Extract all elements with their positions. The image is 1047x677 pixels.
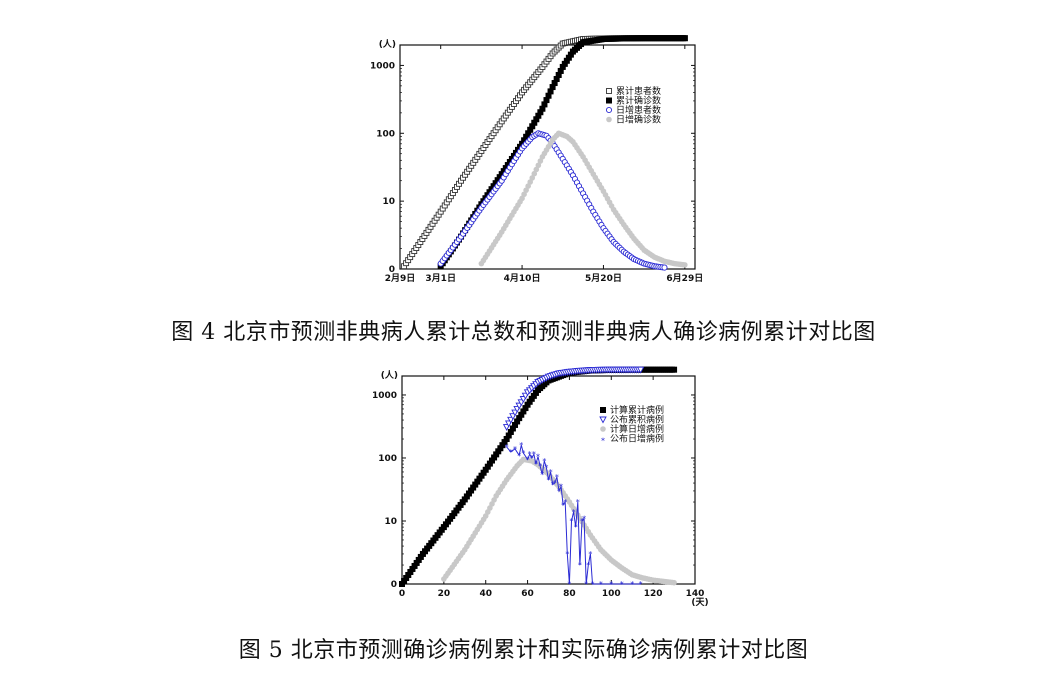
x-tick-label: 6月29日 bbox=[666, 273, 703, 284]
data-point bbox=[606, 107, 611, 112]
data-point bbox=[600, 426, 606, 432]
y-tick-label: 10 bbox=[382, 197, 395, 207]
data-point: * bbox=[609, 580, 613, 589]
x-tick-label: 2月9日 bbox=[385, 273, 416, 284]
plot-frame bbox=[400, 45, 695, 269]
y-unit-label: (人) bbox=[381, 369, 398, 381]
x-tick-label: 5月20日 bbox=[585, 273, 622, 284]
y-tick-label: 1000 bbox=[372, 391, 397, 401]
data-point bbox=[682, 35, 688, 41]
data-point: * bbox=[584, 580, 588, 589]
figure-5-caption: 图 5 北京市预测确诊病例累计和实际确诊病例累计对比图 bbox=[0, 632, 1047, 664]
data-point: * bbox=[567, 580, 571, 589]
data-point: * bbox=[555, 473, 559, 482]
data-point: * bbox=[599, 580, 603, 589]
data-point: * bbox=[586, 561, 590, 570]
legend-label: 计算累计病例 bbox=[610, 404, 664, 416]
data-point: * bbox=[578, 561, 582, 570]
data-point: * bbox=[574, 523, 578, 532]
figure-5: (人) 0 10 100 1000 0 20 40 60 80 100 120 140 (天) * * * * * *… bbox=[0, 355, 1047, 620]
data-point: * bbox=[590, 580, 594, 589]
data-point: * bbox=[588, 550, 592, 559]
x-tick-label: 0 bbox=[399, 589, 405, 599]
legend-label: 计算日增病例 bbox=[610, 423, 664, 435]
data-point: * bbox=[630, 580, 634, 589]
legend-label: 公布日增病例 bbox=[610, 433, 664, 445]
series-3 bbox=[438, 131, 667, 270]
data-point: * bbox=[549, 468, 553, 477]
legend-label: 公布累积病例 bbox=[610, 414, 664, 426]
x-tick-label: 4月10日 bbox=[504, 273, 541, 284]
series-3 bbox=[441, 457, 677, 586]
data-point: * bbox=[565, 550, 569, 559]
x-tick-label: 120 bbox=[644, 589, 663, 599]
series-1 bbox=[399, 367, 677, 587]
legend-label: 累计确诊数 bbox=[616, 95, 661, 107]
y-tick-label: 100 bbox=[376, 129, 395, 139]
data-point: * bbox=[559, 483, 563, 492]
data-point bbox=[671, 367, 677, 373]
data-point bbox=[606, 98, 612, 104]
data-point: * bbox=[639, 580, 643, 589]
legend-label: 日增确诊数 bbox=[616, 114, 661, 126]
legend-label: 累计患者数 bbox=[616, 85, 661, 97]
figure-4: (人) 0 10 100 1000 2月9日 3月1日 4月10日 5月20日 6月29日 累计患者… bbox=[0, 0, 1047, 300]
data-point: * bbox=[601, 437, 605, 446]
data-point: * bbox=[572, 508, 576, 517]
legend-label: 日增患者数 bbox=[616, 104, 661, 116]
y-tick-label: 1000 bbox=[370, 61, 395, 71]
y-unit-label: (人) bbox=[379, 38, 396, 50]
data-point bbox=[671, 580, 677, 586]
y-tick-label: 0 bbox=[391, 580, 397, 590]
x-unit-label: (天) bbox=[691, 597, 708, 608]
data-point bbox=[606, 117, 612, 123]
figure-4-chart: (人)01010010002月9日 3月1日 4月10日 5月20日 6月29日累计患者… bbox=[0, 0, 1047, 300]
y-tick-label: 10 bbox=[384, 517, 397, 527]
data-point bbox=[600, 407, 606, 413]
data-point: * bbox=[536, 453, 540, 462]
x-tick-label: 3月1日 bbox=[425, 273, 456, 284]
data-point bbox=[682, 262, 688, 268]
data-point: * bbox=[620, 580, 624, 589]
x-tick-label: 100 bbox=[602, 589, 621, 599]
x-tick-label: 60 bbox=[521, 589, 534, 599]
y-tick-label: 100 bbox=[378, 454, 397, 464]
data-point bbox=[607, 89, 612, 94]
series-2 bbox=[438, 35, 688, 269]
data-point: * bbox=[563, 498, 567, 507]
x-tick-label: 40 bbox=[479, 589, 492, 599]
data-point bbox=[662, 265, 667, 270]
data-point bbox=[600, 417, 606, 423]
x-tick-label: 80 bbox=[563, 589, 576, 599]
legend: 累计患者数累计确诊数日增患者数日增确诊数 bbox=[606, 85, 661, 126]
figure-4-caption: 图 4 北京市预测非典病人累计总数和预测非典病人确诊病例累计对比图 bbox=[0, 314, 1047, 346]
data-point: * bbox=[576, 498, 580, 507]
data-point: * bbox=[582, 514, 586, 523]
x-tick-label: 20 bbox=[438, 589, 451, 599]
